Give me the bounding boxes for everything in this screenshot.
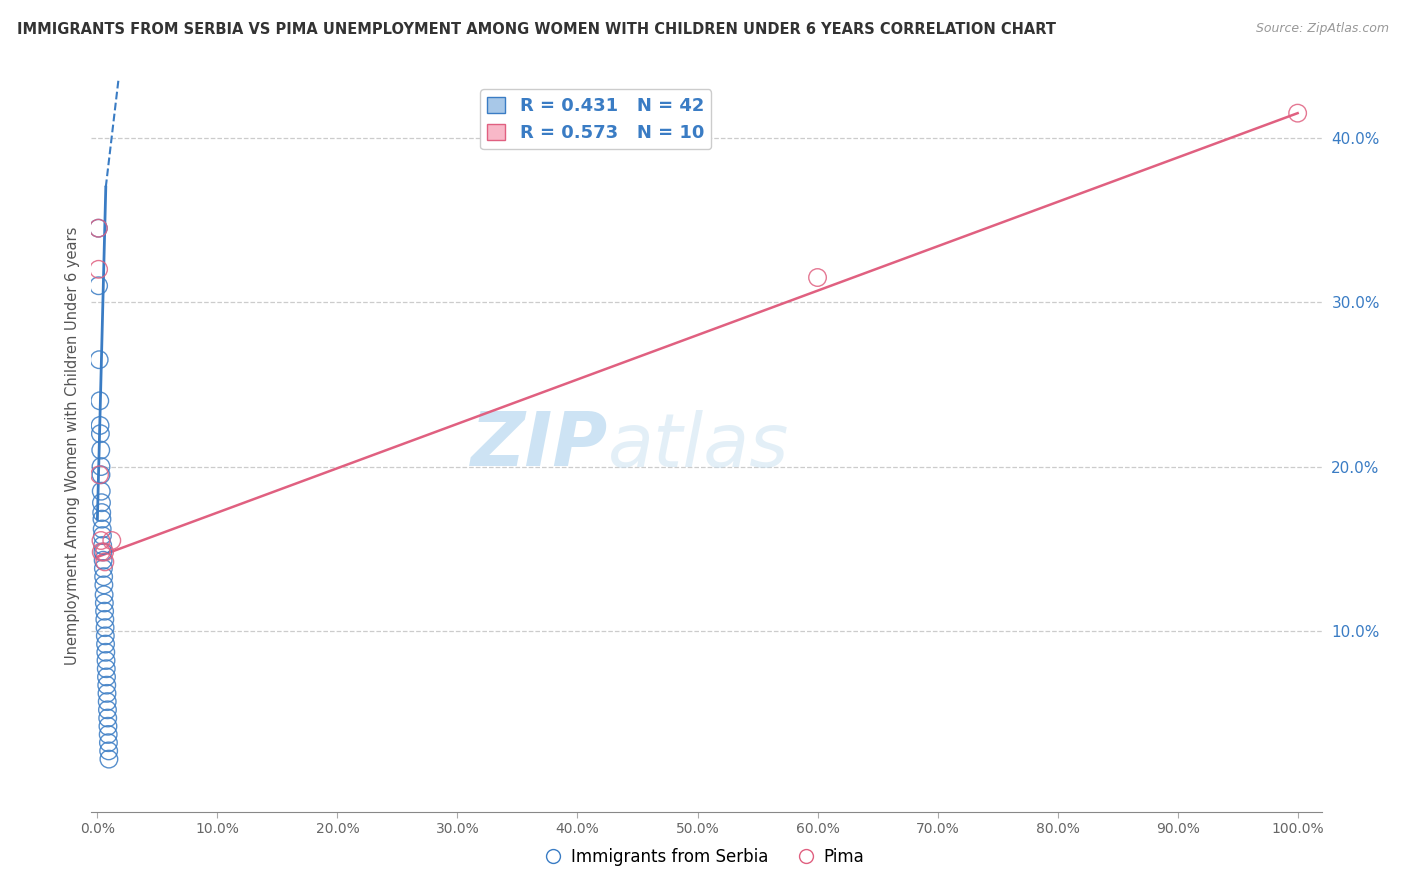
Point: [97, 744, 120, 758]
Point: [97, 752, 120, 766]
Point: [96, 686, 118, 700]
Point: [93, 569, 115, 583]
Point: [91, 512, 114, 526]
Point: [94, 612, 117, 626]
Point: [91, 522, 114, 536]
Point: [94, 653, 117, 667]
Point: [91, 538, 114, 552]
Legend: Immigrants from Serbia, Pima: Immigrants from Serbia, Pima: [543, 841, 870, 873]
Text: Source: ZipAtlas.com: Source: ZipAtlas.com: [1256, 22, 1389, 36]
Point: [89, 418, 111, 433]
Point: [94, 629, 117, 643]
Point: [93, 588, 115, 602]
Text: atlas: atlas: [607, 410, 790, 482]
Point: [93, 545, 115, 559]
Point: [93, 561, 115, 575]
Point: [90, 496, 112, 510]
Point: [1286, 106, 1309, 120]
Point: [90, 484, 112, 499]
Point: [93, 596, 115, 610]
Y-axis label: Unemployment Among Women with Children Under 6 years: Unemployment Among Women with Children U…: [65, 227, 80, 665]
Point: [90, 443, 112, 458]
Point: [87, 221, 110, 235]
Point: [91, 545, 114, 559]
Point: [94, 637, 117, 651]
Point: [90, 533, 112, 548]
Point: [96, 678, 118, 692]
Point: [806, 270, 828, 285]
Point: [97, 711, 120, 725]
Point: [91, 528, 114, 542]
Point: [96, 695, 118, 709]
Point: [89, 393, 111, 408]
Text: IMMIGRANTS FROM SERBIA VS PIMA UNEMPLOYMENT AMONG WOMEN WITH CHILDREN UNDER 6 YE: IMMIGRANTS FROM SERBIA VS PIMA UNEMPLOYM…: [17, 22, 1056, 37]
Point: [89, 426, 111, 441]
Point: [96, 662, 118, 676]
Point: [90, 459, 112, 474]
Point: [90, 467, 112, 482]
Point: [94, 555, 117, 569]
Point: [94, 621, 117, 635]
Point: [97, 719, 120, 733]
Point: [93, 604, 115, 618]
Point: [89, 467, 111, 482]
Point: [93, 578, 115, 592]
Point: [87, 278, 110, 293]
Text: ZIP: ZIP: [471, 409, 607, 483]
Point: [91, 553, 114, 567]
Point: [97, 727, 120, 741]
Point: [101, 533, 124, 548]
Point: [96, 670, 118, 684]
Point: [89, 352, 111, 367]
Point: [97, 736, 120, 750]
Point: [96, 703, 118, 717]
Point: [87, 221, 110, 235]
Point: [94, 645, 117, 659]
Point: [90, 545, 112, 559]
Point: [90, 506, 112, 520]
Point: [87, 262, 110, 277]
